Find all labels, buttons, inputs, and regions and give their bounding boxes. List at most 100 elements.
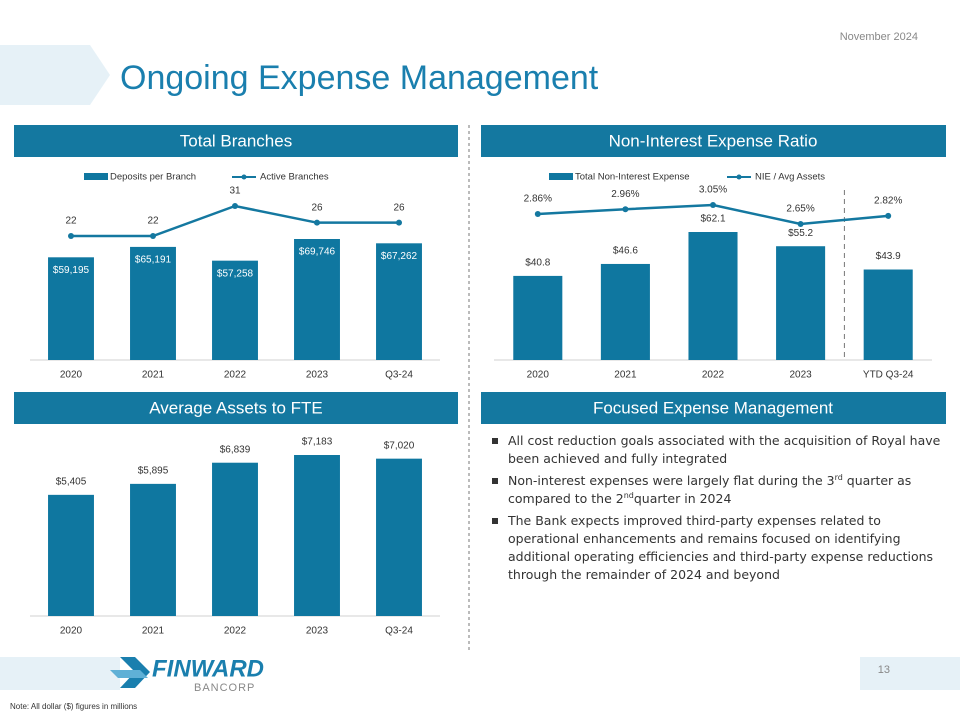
data-label: 22 [147, 216, 159, 227]
data-label: $65,191 [135, 255, 172, 266]
legend-label: Deposits per Branch [110, 172, 196, 183]
x-tick-label: 2021 [142, 626, 165, 637]
data-label: $67,262 [381, 251, 418, 262]
legend-label: Total Non-Interest Expense [575, 172, 690, 183]
panel-header [14, 392, 458, 424]
bullet: The Bank expects improved third-party ex… [490, 512, 952, 584]
data-label: $5,405 [56, 476, 87, 487]
bar [688, 232, 738, 360]
data-label: $62.1 [700, 214, 725, 225]
data-label: $5,895 [138, 466, 169, 477]
panel-title: Focused Expense Management [593, 398, 833, 417]
legend-swatch [549, 173, 573, 180]
data-label: 26 [393, 202, 405, 213]
data-label: $43.9 [876, 251, 901, 262]
bar [600, 263, 650, 360]
superscript: nd [623, 490, 634, 500]
data-label: $59,195 [53, 265, 90, 276]
data-label: $57,258 [217, 268, 254, 279]
bullet-text: quarter in 2024 [633, 491, 732, 506]
data-label: 2.82% [874, 196, 902, 207]
x-tick-label: YTD Q3-24 [863, 370, 914, 381]
bar [376, 243, 422, 360]
data-label: 31 [229, 186, 241, 197]
data-label: $46.6 [613, 246, 638, 257]
page-number: 13 [878, 664, 890, 676]
data-label: 2.65% [786, 204, 814, 215]
bullet: Non-interest expenses were largely flat … [490, 472, 952, 508]
date: November 2024 [840, 31, 918, 43]
bullet-text: The Bank expects improved third-party ex… [508, 513, 934, 582]
bullet-text: Non-interest expenses were largely flat … [508, 473, 835, 488]
panel-title: Total Branches [180, 131, 292, 150]
bar [863, 269, 913, 360]
bar [212, 462, 258, 616]
panel-header [481, 392, 946, 424]
data-label: $7,020 [384, 440, 415, 451]
legend-label: Active Branches [260, 172, 329, 183]
x-tick-label: 2020 [527, 370, 550, 381]
panel-title: Non-Interest Expense Ratio [609, 131, 818, 150]
line-point [68, 233, 74, 239]
legend-swatch [84, 173, 108, 180]
line-point [314, 219, 320, 226]
data-label: $6,839 [220, 444, 251, 455]
x-tick-label: 2022 [224, 370, 247, 381]
logo-name: FINWARD [152, 655, 264, 682]
x-tick-label: 2021 [142, 370, 165, 381]
x-tick-label: 2023 [306, 626, 329, 637]
line-point [396, 219, 402, 226]
bar [294, 455, 340, 616]
bullet-text: quarter as compared to the 2 [508, 473, 912, 506]
x-tick-label: 2021 [614, 370, 637, 381]
data-label: 3.05% [699, 185, 727, 196]
line-point [885, 212, 892, 219]
x-tick-label: 2023 [789, 370, 812, 381]
bar [212, 260, 258, 360]
header-chevron [0, 45, 110, 105]
bar [130, 246, 176, 360]
line-point [797, 221, 804, 227]
line-point [710, 202, 716, 208]
x-tick-label: 2022 [702, 370, 725, 381]
panel-title: Average Assets to FTE [149, 398, 323, 417]
panel-header [14, 125, 458, 157]
data-label: $69,746 [299, 247, 336, 258]
bar [48, 257, 94, 360]
bar [776, 246, 826, 360]
legend-swatch [241, 174, 247, 180]
logo-sub: BANCORP [194, 682, 255, 694]
x-tick-label: 2020 [60, 370, 83, 381]
line-point [232, 203, 238, 209]
slide-title: Ongoing Expense Management [120, 59, 599, 97]
superscript: rd [834, 472, 843, 482]
legend-label: NIE / Avg Assets [755, 172, 825, 183]
x-tick-label: 2022 [224, 626, 247, 637]
bar [376, 458, 422, 616]
data-label: $40.8 [525, 258, 550, 269]
footer-band [0, 657, 120, 690]
line-point [150, 233, 156, 239]
bullet-list: All cost reduction goals associated with… [490, 432, 952, 588]
data-label: 2.96% [611, 189, 639, 200]
data-label: 22 [65, 216, 77, 227]
bar [294, 239, 340, 360]
bullet-text: All cost reduction goals associated with… [508, 433, 941, 466]
data-label: 2.86% [524, 194, 552, 205]
bar [130, 483, 176, 616]
bullet: All cost reduction goals associated with… [490, 432, 952, 468]
footer-band [860, 657, 960, 690]
line-point [622, 206, 629, 213]
line-point [534, 211, 541, 218]
x-tick-label: Q3-24 [385, 370, 413, 381]
footnote: Note: All dollar ($) figures in millions [10, 702, 137, 711]
line [71, 204, 399, 238]
bar [513, 275, 563, 360]
panel-header [481, 125, 946, 157]
data-label: $7,183 [302, 437, 333, 448]
data-label: 26 [311, 202, 323, 213]
x-tick-label: 2020 [60, 626, 83, 637]
legend-swatch [736, 174, 742, 180]
